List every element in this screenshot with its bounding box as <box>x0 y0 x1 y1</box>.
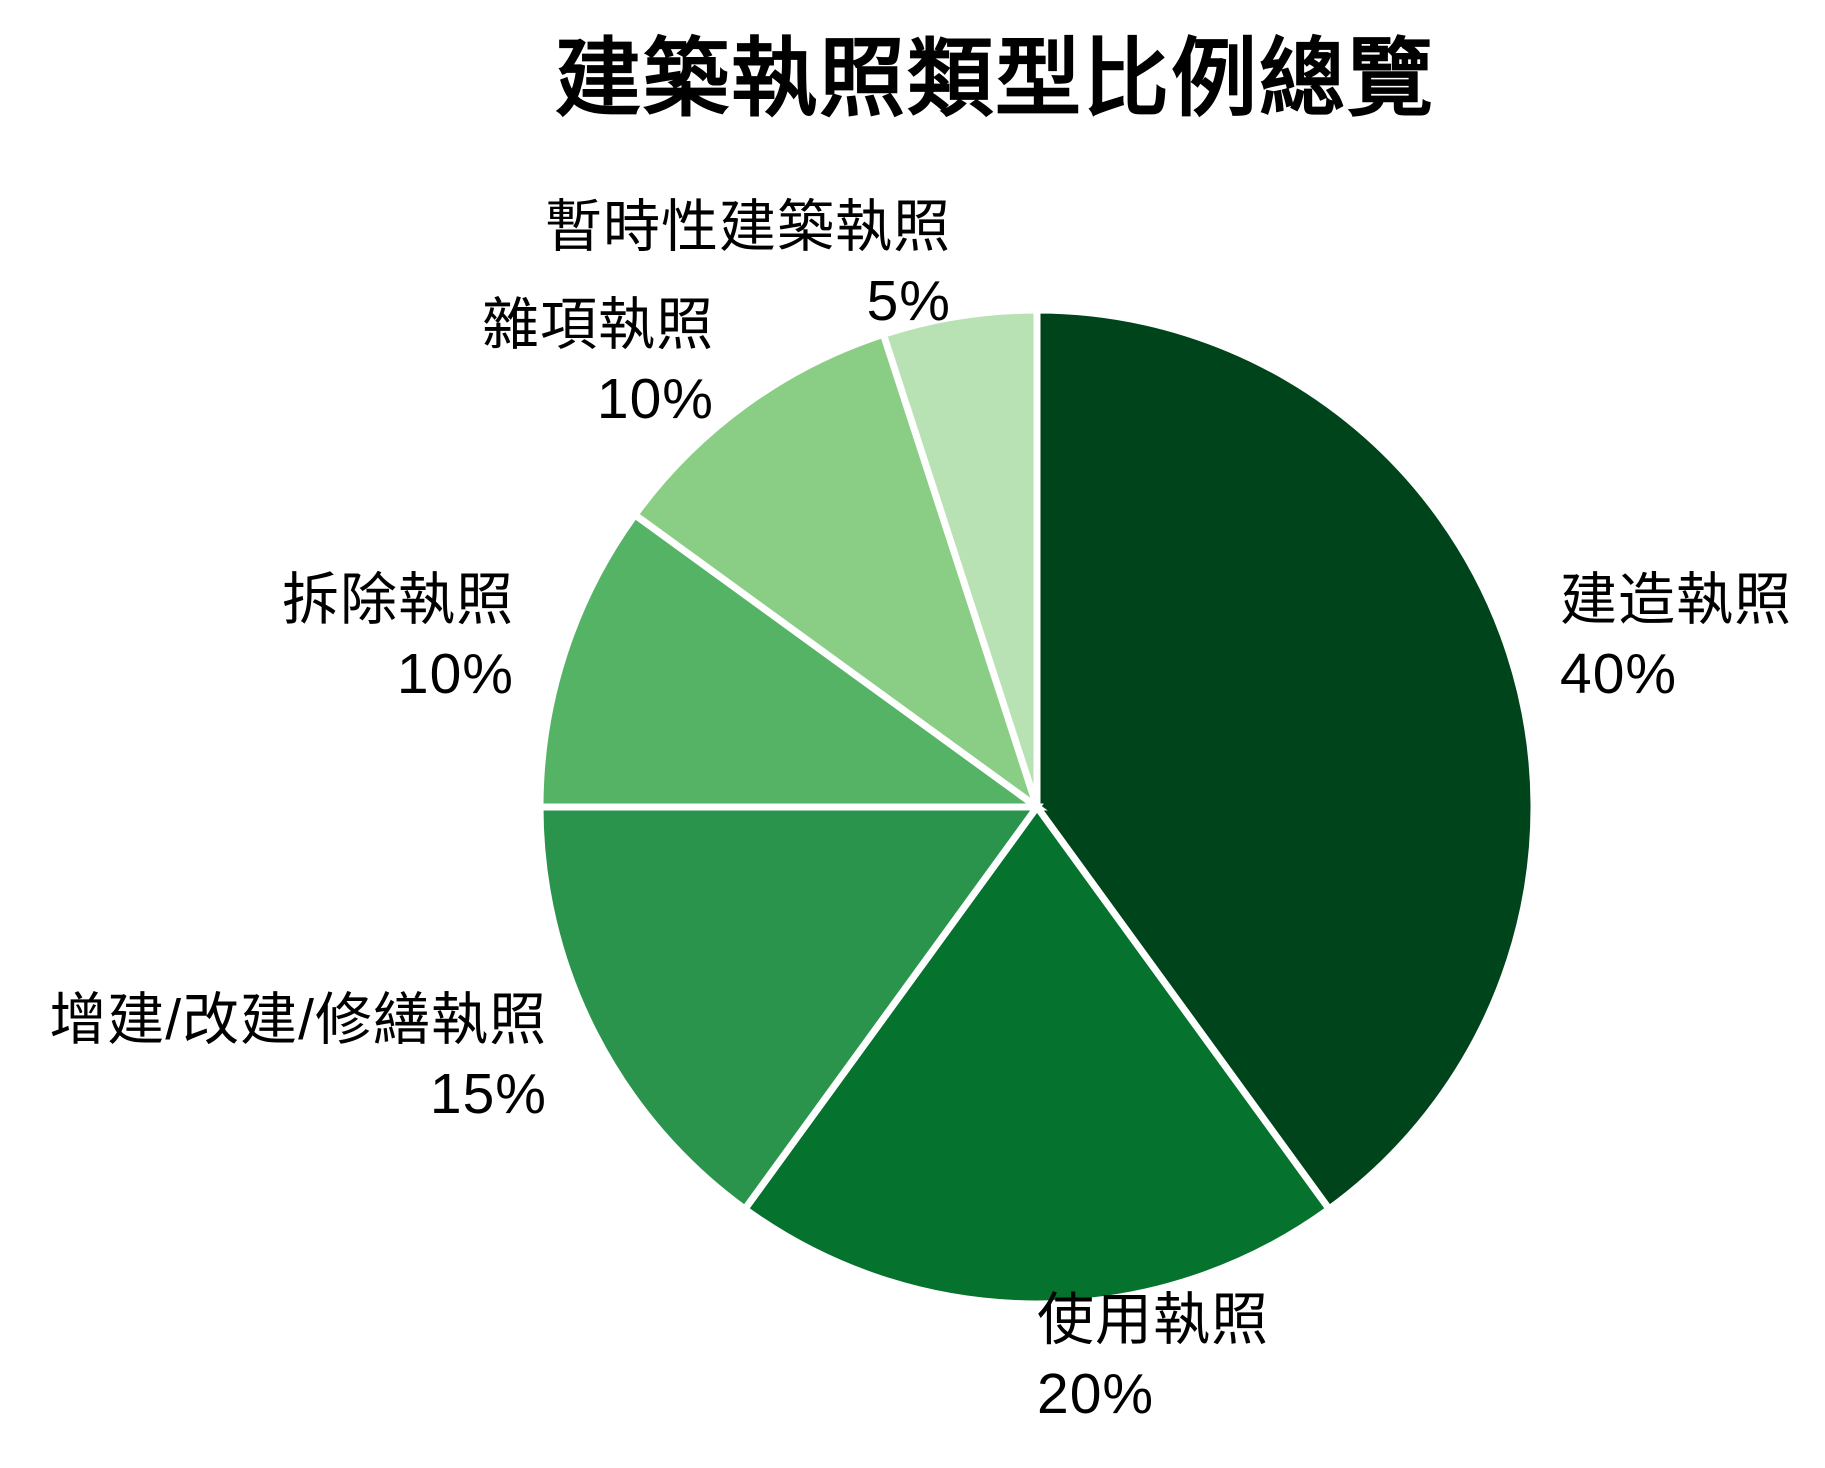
pie-slice-2 <box>739 801 1335 1307</box>
chart-title: 建築執照類型比例總覽 <box>555 31 1435 127</box>
pie-slice-3 <box>537 803 1044 1214</box>
pie-slice-6 <box>879 307 1041 809</box>
pie-slice-4 <box>537 509 1048 811</box>
slice-label-2: 使用執照 20% <box>1037 1287 1269 1426</box>
pie-slice-1 <box>1033 307 1537 1214</box>
slice-label-1: 建造執照 40% <box>1560 567 1792 706</box>
pie-chart <box>537 307 1537 1307</box>
pie-slice-5 <box>630 329 1044 817</box>
slice-label-6: 暫時性建築執照 5% <box>545 194 951 333</box>
slice-label-4: 拆除執照 10% <box>282 567 514 706</box>
slice-label-3: 增建/改建/修繕執照 15% <box>49 987 547 1126</box>
slice-label-5: 雜項執照 10% <box>482 292 714 431</box>
